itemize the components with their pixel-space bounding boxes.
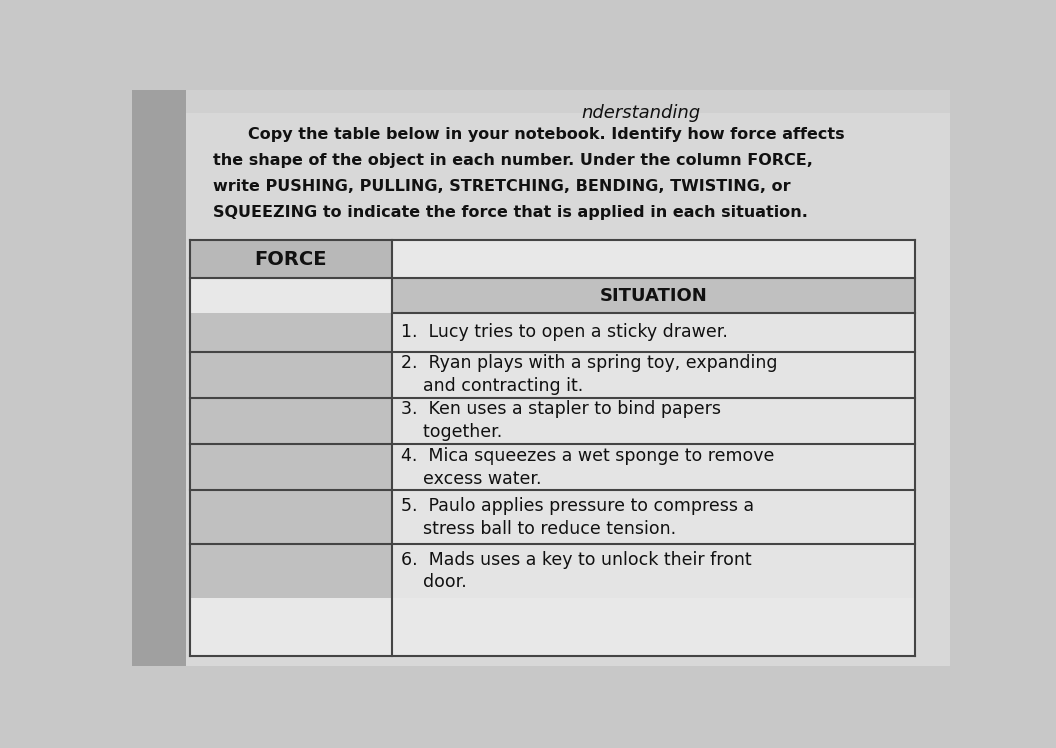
FancyBboxPatch shape [190, 313, 392, 352]
FancyBboxPatch shape [190, 444, 392, 490]
FancyBboxPatch shape [392, 278, 914, 313]
Text: SQUEEZING to indicate the force that is applied in each situation.: SQUEEZING to indicate the force that is … [213, 205, 808, 220]
Text: 1.  Lucy tries to open a sticky drawer.: 1. Lucy tries to open a sticky drawer. [401, 323, 728, 341]
Text: FORCE: FORCE [254, 250, 327, 269]
Text: 6.  Mads uses a key to unlock their front
    door.: 6. Mads uses a key to unlock their front… [401, 551, 752, 592]
FancyBboxPatch shape [186, 90, 950, 666]
FancyBboxPatch shape [190, 544, 392, 598]
Text: 4.  Mica squeezes a wet sponge to remove
    excess water.: 4. Mica squeezes a wet sponge to remove … [401, 447, 774, 488]
FancyBboxPatch shape [392, 313, 914, 352]
FancyBboxPatch shape [392, 544, 914, 598]
Text: Copy the table below in your notebook. Identify how force affects: Copy the table below in your notebook. I… [248, 126, 845, 141]
Text: the shape of the object in each number. Under the column FORCE,: the shape of the object in each number. … [213, 153, 813, 168]
Text: 3.  Ken uses a stapler to bind papers
    together.: 3. Ken uses a stapler to bind papers tog… [401, 400, 721, 441]
FancyBboxPatch shape [190, 398, 392, 444]
Text: nderstanding: nderstanding [582, 104, 700, 122]
Text: write PUSHING, PULLING, STRETCHING, BENDING, TWISTING, or: write PUSHING, PULLING, STRETCHING, BEND… [213, 179, 791, 194]
FancyBboxPatch shape [392, 490, 914, 544]
FancyBboxPatch shape [392, 444, 914, 490]
FancyBboxPatch shape [392, 352, 914, 398]
FancyBboxPatch shape [190, 240, 392, 278]
Text: SITUATION: SITUATION [600, 286, 708, 304]
FancyBboxPatch shape [190, 490, 392, 544]
FancyBboxPatch shape [186, 90, 950, 113]
Text: 2.  Ryan plays with a spring toy, expanding
    and contracting it.: 2. Ryan plays with a spring toy, expandi… [401, 355, 777, 395]
FancyBboxPatch shape [190, 240, 914, 656]
FancyBboxPatch shape [190, 352, 392, 398]
FancyBboxPatch shape [392, 398, 914, 444]
FancyBboxPatch shape [132, 90, 186, 666]
Text: 5.  Paulo applies pressure to compress a
    stress ball to reduce tension.: 5. Paulo applies pressure to compress a … [401, 497, 754, 538]
